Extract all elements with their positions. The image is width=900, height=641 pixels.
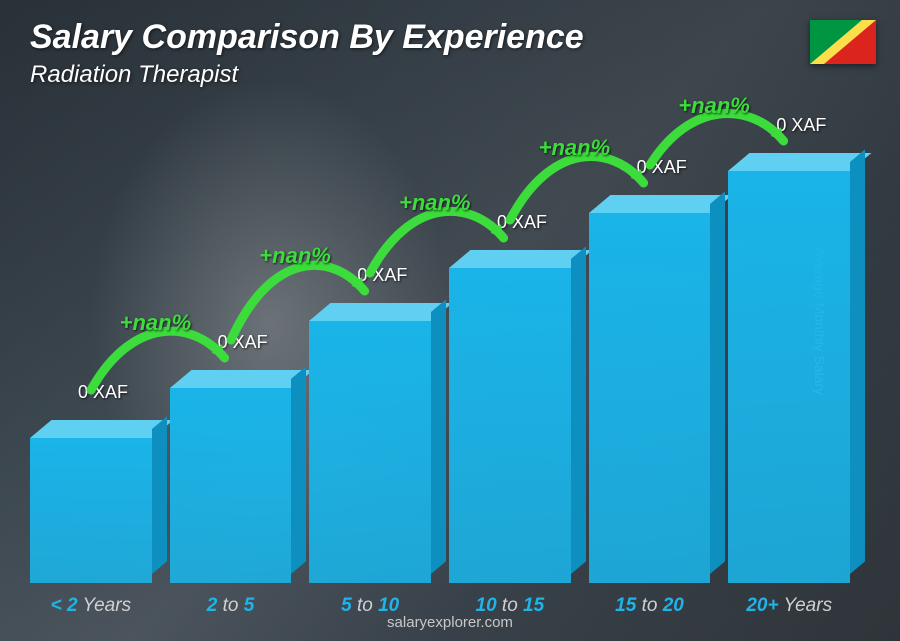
bar-group: 0 XAF2 to 5 bbox=[170, 388, 292, 583]
bar-value-label: 0 XAF bbox=[18, 382, 188, 403]
percent-increase-label: +nan% bbox=[120, 310, 192, 336]
bar-front-face bbox=[728, 171, 850, 583]
bar-front-face bbox=[170, 388, 292, 583]
bar-side-face bbox=[571, 246, 586, 574]
bar-group: 0 XAF15 to 20 bbox=[589, 213, 711, 583]
percent-increase-label: +nan% bbox=[539, 135, 611, 161]
country-flag-congo bbox=[810, 20, 876, 64]
bar-side-face bbox=[431, 299, 446, 574]
bar-front-face bbox=[589, 213, 711, 583]
bar-side-face bbox=[710, 191, 725, 574]
bar-front-face bbox=[449, 268, 571, 583]
bar-chart: 0 XAF< 2 Years0 XAF2 to 50 XAF5 to 100 X… bbox=[30, 120, 850, 583]
bar-group: 0 XAF< 2 Years bbox=[30, 438, 152, 583]
chart-header: Salary Comparison By Experience Radiatio… bbox=[30, 18, 584, 89]
bar-group: 0 XAF20+ Years bbox=[728, 171, 850, 583]
bar-side-face bbox=[152, 416, 167, 574]
percent-increase-label: +nan% bbox=[678, 93, 750, 119]
bar-side-face bbox=[850, 149, 865, 574]
bar-front-face bbox=[309, 321, 431, 583]
bar-front-face bbox=[30, 438, 152, 583]
bar-group: 0 XAF10 to 15 bbox=[449, 268, 571, 583]
chart-title: Salary Comparison By Experience bbox=[30, 18, 584, 57]
percent-increase-label: +nan% bbox=[399, 190, 471, 216]
bar-group: 0 XAF5 to 10 bbox=[309, 321, 431, 583]
bar-side-face bbox=[291, 366, 306, 574]
watermark: salaryexplorer.com bbox=[0, 614, 900, 631]
percent-increase-label: +nan% bbox=[259, 243, 331, 269]
chart-subtitle: Radiation Therapist bbox=[30, 61, 584, 89]
